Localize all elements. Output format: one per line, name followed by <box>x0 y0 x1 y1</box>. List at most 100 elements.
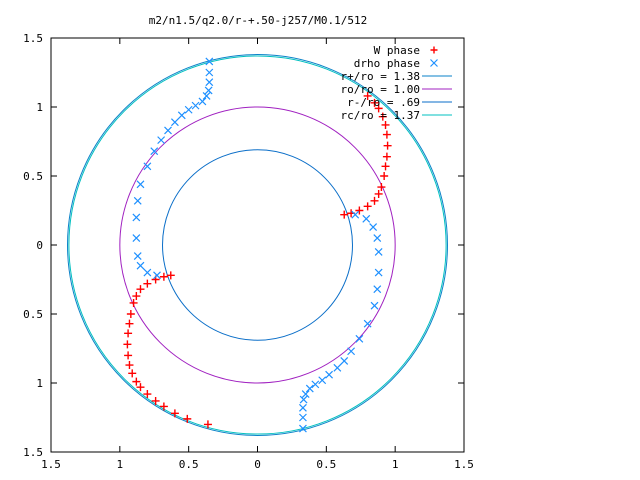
data-point <box>205 78 214 87</box>
data-point <box>184 105 193 114</box>
data-point <box>153 271 161 280</box>
data-point <box>363 202 372 211</box>
data-point <box>374 104 383 113</box>
y-tick-label: 1 <box>36 377 43 390</box>
series-group <box>132 57 383 433</box>
data-point <box>124 329 133 338</box>
data-point <box>125 361 134 370</box>
data-point <box>136 180 145 189</box>
data-point <box>347 347 356 356</box>
data-point <box>311 380 320 389</box>
y-tick-label: 0 <box>36 239 43 252</box>
x-tick-label: 0.5 <box>179 458 199 471</box>
data-point <box>132 377 141 386</box>
x-tick-label: 1 <box>392 458 399 471</box>
data-point <box>125 319 134 328</box>
data-point <box>363 319 372 328</box>
data-point <box>374 268 383 277</box>
data-point <box>299 413 307 422</box>
y-tick-label: 0.5 <box>23 170 43 183</box>
x-tick-label: 1 <box>117 458 124 471</box>
data-point <box>136 285 145 294</box>
data-point <box>333 363 342 372</box>
data-point <box>299 395 308 404</box>
data-point <box>369 223 378 231</box>
x-tick-label: 1.5 <box>41 458 61 471</box>
y-tick-label: 0.5 <box>23 308 43 321</box>
legend-label: rc/ro = 1.37 <box>341 109 420 122</box>
x-tick-label: 1.5 <box>454 458 474 471</box>
data-point <box>124 351 133 360</box>
circle-curve <box>67 54 448 436</box>
data-point <box>381 162 390 171</box>
data-point <box>123 340 132 349</box>
data-point <box>204 86 213 95</box>
data-point <box>132 213 141 222</box>
data-point <box>202 92 211 100</box>
data-point <box>151 396 160 405</box>
data-point <box>363 91 372 100</box>
data-point <box>205 68 214 77</box>
legend-label: ro/ro = 1.00 <box>341 83 420 96</box>
circle-curve <box>162 149 353 341</box>
data-point <box>143 390 152 399</box>
data-point <box>133 252 142 260</box>
data-point <box>136 383 145 392</box>
data-point <box>381 120 390 129</box>
reference-circles <box>67 54 448 436</box>
y-tick-label: 1 <box>36 101 43 114</box>
legend-label: W phase <box>374 44 420 57</box>
data-point <box>370 98 379 107</box>
data-point <box>301 390 310 398</box>
data-point <box>325 370 334 379</box>
data-point <box>177 111 186 120</box>
data-point <box>129 298 138 307</box>
data-point <box>198 97 207 106</box>
data-point <box>370 301 379 310</box>
circle-curve <box>68 55 447 435</box>
data-point <box>362 214 371 223</box>
data-point <box>318 376 327 385</box>
x-axis-ticks: 1.5 1 0.5 0 0.5 1 1.5 <box>41 38 474 471</box>
data-point <box>203 420 212 429</box>
data-point <box>373 285 382 294</box>
y-axis-ticks: 1.5 1 0.5 0 0.5 1 1.5 <box>23 32 464 459</box>
data-point <box>382 130 391 139</box>
data-point <box>382 152 391 161</box>
data-point <box>377 183 386 192</box>
data-point <box>374 247 383 256</box>
data-point <box>183 414 192 423</box>
data-point <box>305 384 314 393</box>
data-point <box>370 196 379 205</box>
x-tick-label: 0.5 <box>316 458 336 471</box>
legend-marker <box>430 46 438 54</box>
data-point <box>164 126 172 135</box>
data-point <box>170 118 179 127</box>
data-point <box>378 112 387 121</box>
data-point <box>383 141 392 150</box>
data-point <box>143 162 152 171</box>
data-point <box>150 147 159 156</box>
data-point <box>128 369 137 378</box>
y-tick-label: 1.5 <box>23 32 43 45</box>
data-point <box>143 268 152 277</box>
data-point <box>205 57 214 66</box>
data-point <box>299 424 307 433</box>
x-tick-label: 0 <box>254 458 261 471</box>
data-point <box>373 234 382 243</box>
circle-curve <box>119 106 396 384</box>
data-point <box>170 409 179 418</box>
data-point <box>132 292 141 301</box>
data-point <box>340 210 349 219</box>
data-point <box>157 136 166 145</box>
series-group <box>123 91 392 429</box>
data-point <box>136 261 145 270</box>
data-point <box>380 172 389 180</box>
data-point <box>355 206 364 215</box>
data-point <box>132 234 141 243</box>
legend-label: r-/ro = .69 <box>347 96 420 109</box>
data-point <box>340 356 349 365</box>
legend-marker <box>430 59 438 67</box>
